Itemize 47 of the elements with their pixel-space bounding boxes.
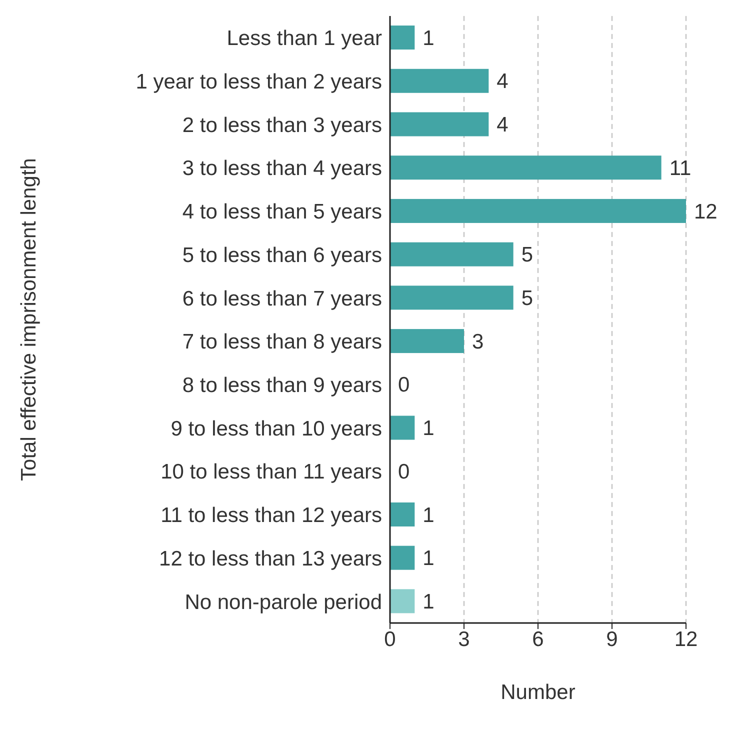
- x-tick-label: 0: [384, 628, 396, 651]
- data-label: 11: [669, 156, 692, 180]
- y-tick-label: 1 year to less than 2 years: [136, 70, 382, 94]
- bar: [390, 242, 514, 266]
- y-tick-label: No non-parole period: [184, 590, 382, 614]
- x-tick-label: 3: [458, 628, 470, 651]
- y-tick-label: 11 to less than 12 years: [160, 504, 382, 528]
- data-label: 1: [422, 26, 434, 50]
- data-label: 1: [422, 504, 434, 527]
- data-label: 0: [398, 374, 410, 397]
- x-tick-label: 6: [532, 628, 544, 651]
- y-tick-label: 2 to less than 3 years: [182, 114, 382, 137]
- bar: [390, 112, 489, 136]
- data-label: 5: [521, 244, 534, 267]
- bar: [390, 329, 464, 354]
- data-label: 1: [422, 547, 434, 570]
- y-tick-label: 10 to less than 11 years: [160, 460, 382, 484]
- data-label: 1: [422, 417, 434, 440]
- y-tick-label: 8 to less than 9 years: [182, 374, 382, 397]
- data-label: 4: [496, 114, 509, 137]
- bar: [390, 502, 415, 526]
- bar: [390, 286, 514, 310]
- bar: [390, 589, 415, 614]
- y-tick-label: 3 to less than 4 years: [182, 157, 382, 180]
- data-label: 3: [472, 330, 484, 354]
- y-tick-label: 12 to less than 13 years: [159, 547, 382, 570]
- bar: [390, 68, 489, 93]
- data-label: 0: [398, 460, 410, 484]
- data-label: 5: [521, 287, 534, 310]
- y-tick-label: Less than 1 year: [226, 27, 382, 50]
- data-label: 12: [694, 200, 718, 224]
- y-tick-label: 5 to less than 6 years: [182, 244, 382, 267]
- y-tick-label: 6 to less than 7 years: [182, 287, 382, 310]
- y-axis-title: Total effective imprisonment length: [17, 158, 40, 481]
- bar: [390, 546, 415, 570]
- bar: [390, 156, 662, 180]
- data-label: 4: [496, 70, 509, 94]
- x-axis-title: Number: [500, 681, 576, 704]
- y-tick-label: 9 to less than 10 years: [170, 417, 382, 440]
- y-tick-label: 7 to less than 8 years: [182, 330, 382, 354]
- data-label: 1: [422, 590, 434, 614]
- bar: [390, 26, 415, 50]
- bar: [390, 416, 415, 440]
- y-tick-label: 4 to less than 5 years: [182, 200, 382, 224]
- x-tick-label: 9: [606, 628, 618, 651]
- bar: [390, 198, 686, 223]
- x-tick-label: 12: [674, 628, 698, 651]
